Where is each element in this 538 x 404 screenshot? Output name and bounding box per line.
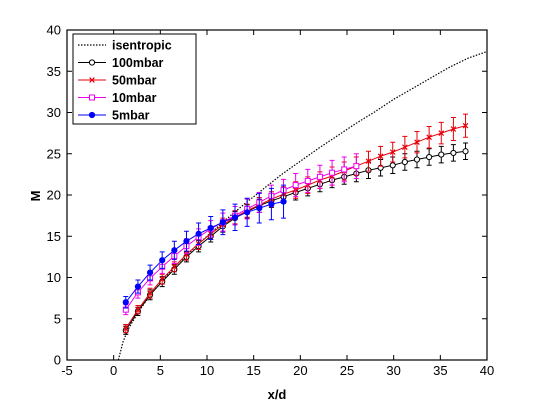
data-point: [256, 205, 263, 212]
legend-marker: [89, 77, 95, 83]
data-point: [329, 169, 336, 176]
y-tick-label: 0: [54, 353, 61, 368]
data-point: [171, 247, 178, 254]
series-5mbar: [122, 184, 287, 309]
data-point: [402, 144, 408, 150]
data-point: [244, 209, 251, 216]
data-point: [207, 224, 214, 232]
data-point: [413, 156, 421, 163]
legend: isentropic 100mbar 50mbar 10mbar 5mbar: [72, 33, 197, 125]
x-axis-label: x/d: [268, 387, 287, 402]
y-axis-label: M: [28, 191, 43, 202]
x-tick-label: 25: [340, 363, 354, 378]
y-tick-label: 15: [47, 229, 61, 244]
legend-marker: [89, 94, 95, 101]
legend-label: isentropic: [112, 39, 172, 53]
data-point: [159, 257, 166, 264]
y-tick-label: 5: [54, 311, 61, 326]
series-50mbar: [122, 113, 469, 334]
series-line: [117, 50, 488, 361]
data-point: [462, 122, 469, 129]
x-tick-label: 30: [386, 363, 400, 378]
series-line: [125, 201, 284, 303]
legend-label: 5mbar: [112, 109, 150, 123]
data-point: [147, 290, 153, 296]
data-point: [146, 269, 154, 276]
x-tick-label: 0: [110, 363, 117, 378]
x-tick-label: 35: [433, 363, 447, 378]
legend-label: 50mbar: [112, 74, 157, 88]
data-point: [438, 130, 445, 136]
data-point: [414, 139, 420, 146]
x-tick-label: 10: [200, 363, 214, 378]
legend-entry: 100mbar: [78, 56, 164, 70]
data-point: [341, 166, 348, 173]
x-tick-label: 20: [293, 363, 307, 378]
legend-entry: isentropic: [78, 39, 172, 53]
y-tick-label: 10: [47, 270, 61, 285]
data-point: [134, 283, 142, 290]
data-point: [135, 306, 141, 313]
data-point: [353, 163, 360, 170]
data-point: [280, 198, 287, 205]
data-point: [159, 276, 166, 282]
data-point: [183, 251, 190, 258]
x-tick-label: 15: [246, 363, 260, 378]
data-point: [122, 299, 129, 306]
legend-label: 100mbar: [112, 56, 164, 70]
data-point: [450, 126, 457, 132]
legend-entry: 50mbar: [78, 74, 157, 88]
series-line: [125, 165, 357, 310]
y-tick-label: 35: [47, 64, 61, 79]
data-point: [304, 177, 311, 184]
data-point: [377, 153, 384, 160]
legend-label: 10mbar: [112, 91, 157, 105]
series-10mbar: [122, 153, 360, 316]
legend-marker: [88, 111, 96, 119]
legend-entry: 5mbar: [78, 109, 150, 123]
data-point: [316, 173, 323, 180]
data-point: [389, 149, 396, 155]
data-point: [389, 162, 396, 169]
x-tick-label: 40: [480, 363, 494, 378]
data-point: [122, 325, 129, 332]
y-tick-label: 30: [47, 105, 61, 120]
data-point: [426, 153, 433, 161]
legend-marker: [88, 59, 96, 66]
y-tick-label: 25: [47, 146, 61, 161]
y-tick-label: 20: [47, 188, 61, 203]
series-isentropic: [117, 50, 488, 361]
data-point: [450, 149, 457, 157]
data-point: [195, 230, 202, 237]
data-point: [231, 214, 239, 221]
data-point: [401, 158, 408, 166]
data-point: [171, 263, 178, 270]
series-100mbar: [122, 142, 469, 335]
data-point: [292, 182, 299, 189]
data-point: [426, 134, 432, 141]
data-point: [183, 238, 190, 245]
data-point: [462, 148, 469, 155]
series-layer: [117, 50, 488, 361]
y-tick-label: 40: [47, 23, 61, 38]
data-point: [268, 200, 275, 208]
x-tick-label: 5: [157, 363, 164, 378]
x-tick-label: -5: [61, 363, 73, 378]
legend-entry: 10mbar: [78, 91, 157, 105]
series-line: [125, 125, 466, 329]
data-point: [438, 151, 445, 158]
data-point: [365, 158, 372, 164]
data-point: [219, 219, 226, 226]
